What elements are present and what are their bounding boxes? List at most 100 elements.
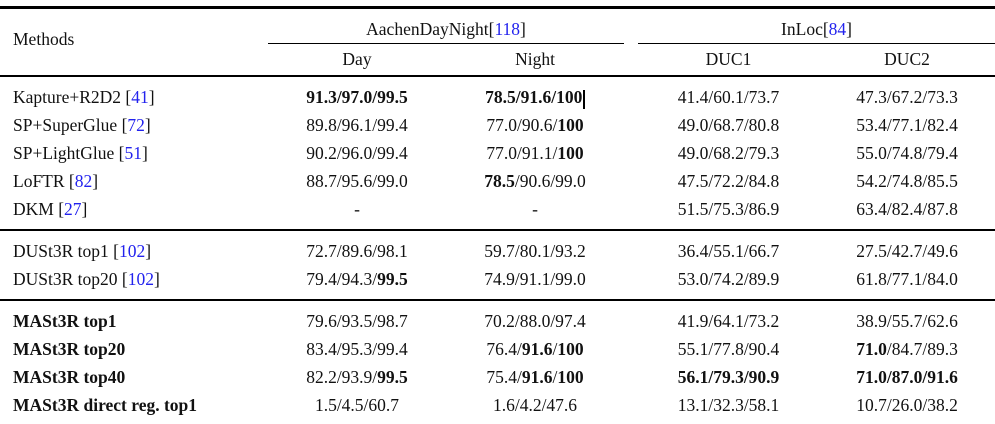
metric-value: 27.5/42.7/49.6 [856,241,958,261]
metric-value: 10.7/26.0/38.2 [856,395,958,415]
method-name: MASt3R top40 [0,363,268,391]
metric-value-bold: 71.0 [856,339,887,359]
table-block-2: DUSt3R top1 [102] 72.7/89.6/98.1 59.7/80.1… [0,230,995,300]
citation-bracket-open: [ [822,19,829,39]
table-row: MASt3R top40 82.2/93.9/99.5 75.4/91.6/100 5… [0,363,995,391]
metric-cell: 10.7/26.0/38.2 [819,391,995,424]
metric-value: 47.5/72.2/84.8 [677,171,780,191]
method-label: DUSt3R top1 [13,241,109,261]
citation-link-84[interactable]: 84 [828,19,847,39]
metric-cell: 47.5/72.2/84.8 [638,167,819,195]
metric-cell: 13.1/32.3/58.1 [638,391,819,424]
group-header-aachendaynight: AachenDayNight[118] [268,7,625,44]
metric-value: 77.0/91.1/ [486,143,558,163]
metric-value: 41.4/60.1/73.7 [677,87,780,107]
column-gap [624,230,638,265]
column-gap [624,76,638,111]
metric-value: 76.4/ [486,339,522,359]
metric-cell: 1.5/4.5/60.7 [268,391,446,424]
metric-cell: 79.4/94.3/99.5 [268,265,446,300]
metric-value-bold: 100 [557,143,584,163]
table-row: DUSt3R top20 [102] 79.4/94.3/99.5 74.9/91.… [0,265,995,300]
method-name: DKM [27] [13,199,88,219]
citation-link-102[interactable]: 102 [127,269,154,289]
metric-value: /84.7/89.3 [886,339,958,359]
method-name: DUSt3R top20 [102] [13,269,160,289]
citation-link-118[interactable]: 118 [494,19,521,39]
metric-cell: 70.2/88.0/97.4 [446,300,624,335]
metric-cell: 89.8/96.1/99.4 [268,111,446,139]
metric-cell: 54.2/74.8/85.5 [819,167,995,195]
metric-cell: 72.7/89.6/98.1 [268,230,446,265]
metric-value: 55.0/74.8/79.4 [856,143,958,163]
metric-cell: 61.8/77.1/84.0 [819,265,995,300]
table-block-3: MASt3R top1 79.6/93.5/98.7 70.2/88.0/97.4 4… [0,300,995,424]
metric-cell: 59.7/80.1/93.2 [446,230,624,265]
citation-link-27[interactable]: 27 [64,199,82,219]
metric-value: 47.3/67.2/73.3 [856,87,958,107]
metric-value: / [552,339,558,359]
metric-cell: 51.5/75.3/86.9 [638,195,819,230]
method-name: LoFTR [82] [13,171,99,191]
citation-bracket-close: ] [520,19,526,39]
citation-link-102[interactable]: 102 [118,241,146,261]
metric-value: 59.7/80.1/93.2 [484,241,586,261]
column-gap [624,8,638,77]
metric-value-bold: 100 [557,339,584,359]
metric-value: 77.0/90.6/ [486,115,558,135]
metric-value-bold: 91.6 [521,339,553,359]
citation-bracket-open: [ [488,19,495,39]
metric-cell: - [268,195,446,230]
metric-value: / [552,367,558,387]
metric-value-bold: 78.5 [484,171,515,191]
method-name: MASt3R direct reg. top1 [0,391,268,424]
metric-value: 1.5/4.5/60.7 [314,395,400,415]
metric-value: 88.7/95.6/99.0 [306,171,408,191]
table-row: MASt3R direct reg. top1 1.5/4.5/60.7 1.6/4… [0,391,995,424]
metric-value-bold: 99.5 [377,269,408,289]
metric-value-bold: 56.1/79.3/90.9 [677,367,780,387]
metric-value-bold: 100 [557,367,584,387]
citation-link-51[interactable]: 51 [124,143,142,163]
table-row: DUSt3R top1 [102] 72.7/89.6/98.1 59.7/80.1… [0,230,995,265]
metric-cell: 88.7/95.6/99.0 [268,167,446,195]
method-label: MASt3R direct reg. top1 [13,395,198,415]
col-header-night: Night [515,48,555,69]
metric-cell: 74.9/91.1/99.0 [446,265,624,300]
citation-link-82[interactable]: 82 [74,171,93,191]
metric-cell: - [446,195,624,230]
method-label: DKM [13,199,54,219]
method-label: SP+SuperGlue [13,115,118,135]
metric-value-bold: 78.5/91.6/100 [485,87,583,107]
metric-cell: 63.4/82.4/87.8 [819,195,995,230]
metric-value: 89.8/96.1/99.4 [306,115,408,135]
col-header-duc2: DUC2 [884,48,930,69]
method-label: DUSt3R top20 [13,269,118,289]
metric-value: 54.2/74.8/85.5 [856,171,958,191]
metric-value: 53.0/74.2/89.9 [677,269,780,289]
column-gap [624,139,638,167]
metric-value: 70.2/88.0/97.4 [484,311,586,331]
metric-value: 63.4/82.4/87.8 [856,199,958,219]
col-header-day: Day [342,48,372,69]
dataset-name-aachendaynight: AachenDayNight [366,19,489,39]
table-header: Methods AachenDayNight[118] InLoc[84] Da… [0,7,995,77]
metric-cell: 55.0/74.8/79.4 [819,139,995,167]
method-label: MASt3R top20 [13,339,126,359]
methods-column-header: Methods [13,28,75,49]
table-block-1: Kapture+R2D2 [41] 91.3/97.0/99.5 78.5/91.6… [0,76,995,230]
metric-cell: 83.4/95.3/99.4 [268,335,446,363]
metric-cell: 82.2/93.9/99.5 [268,363,446,391]
method-name: MASt3R top1 [0,300,268,335]
citation-link-41[interactable]: 41 [131,87,149,107]
metric-value: 75.4/ [486,367,522,387]
method-name: SP+LightGlue [51] [13,143,148,163]
citation-bracket-close: ] [846,19,852,39]
citation-link-72[interactable]: 72 [127,115,145,135]
dataset-name-inloc: InLoc [781,19,823,39]
metric-value: 49.0/68.2/79.3 [677,143,780,163]
table-row: LoFTR [82] 88.7/95.6/99.0 78.5/90.6/99.0 47… [0,167,995,195]
metric-cell: 79.6/93.5/98.7 [268,300,446,335]
metric-value: 49.0/68.7/80.8 [677,115,780,135]
metric-value: /90.6/99.0 [514,171,586,191]
